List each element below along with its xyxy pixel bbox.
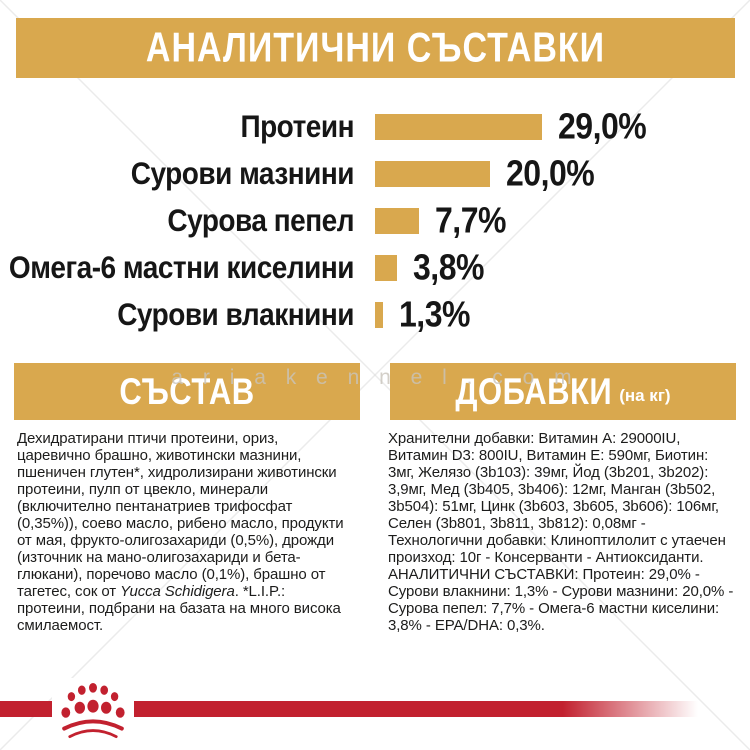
footer-red-bar	[0, 701, 712, 717]
composition-title: СЪСТАВ	[119, 369, 255, 412]
composition-text-part2: . *L.I.P.: протеини, подбрани на базата …	[17, 583, 341, 634]
crown-paw-icon	[61, 683, 125, 739]
bar-omega6	[375, 254, 397, 281]
bar-value: 1,3%	[399, 293, 470, 335]
bar-label: Протеин	[240, 108, 354, 144]
bar-crude-ash	[375, 207, 419, 234]
additives-text: Хранителни добавки: Витамин A: 29000IU, …	[388, 430, 738, 634]
bar-crude-fat	[375, 160, 490, 187]
page-title: АНАЛИТИЧНИ СЪСТАВКИ	[145, 24, 606, 71]
chart-row-omega6: Омега-6 мастни киселини 3,8%	[0, 244, 750, 291]
composition-text: Дехидратирани птичи протеини, ориз, царе…	[17, 430, 355, 634]
additives-title-suffix: (на кг)	[619, 385, 671, 405]
composition-text-part1: Дехидратирани птичи протеини, ориз, царе…	[17, 430, 344, 600]
additives-header: ДОБАВКИ (на кг)	[390, 363, 736, 420]
bar-value: 3,8%	[413, 246, 484, 288]
composition-paragraph: Дехидратирани птичи протеини, ориз, царе…	[17, 430, 355, 634]
bar-label: Сурови мазнини	[130, 155, 355, 191]
bar-value: 7,7%	[435, 199, 506, 241]
additives-paragraph-2: АНАЛИТИЧНИ СЪСТАВКИ: Протеин: 29,0% - Су…	[388, 566, 734, 634]
chart-row-crude-fat: Сурови мазнини 20,0%	[0, 150, 750, 197]
nutrition-bar-chart: Протеин 29,0% Сурови мазнини 20,0% Суров…	[0, 103, 750, 338]
chart-row-crude-ash: Сурова пепел 7,7%	[0, 197, 750, 244]
bar-value: 20,0%	[506, 152, 595, 194]
additives-paragraph-1: Хранителни добавки: Витамин A: 29000IU, …	[388, 430, 726, 566]
bar-label: Омега-6 мастни киселини	[8, 249, 355, 285]
chart-row-protein: Протеин 29,0%	[0, 103, 750, 150]
royal-canin-crown-logo	[52, 678, 134, 744]
bar-crude-fiber	[375, 301, 383, 328]
bar-label: Сурова пепел	[167, 202, 354, 238]
additives-title: ДОБАВКИ	[455, 369, 613, 412]
composition-text-italic: Yucca Schidigera	[120, 583, 235, 600]
bar-value: 29,0%	[558, 105, 647, 147]
analytical-constituents-header: АНАЛИТИЧНИ СЪСТАВКИ	[16, 18, 735, 78]
bar-label: Сурови влакнини	[117, 296, 354, 332]
composition-header: СЪСТАВ	[14, 363, 360, 420]
bar-protein	[375, 113, 542, 140]
chart-row-crude-fiber: Сурови влакнини 1,3%	[0, 291, 750, 338]
